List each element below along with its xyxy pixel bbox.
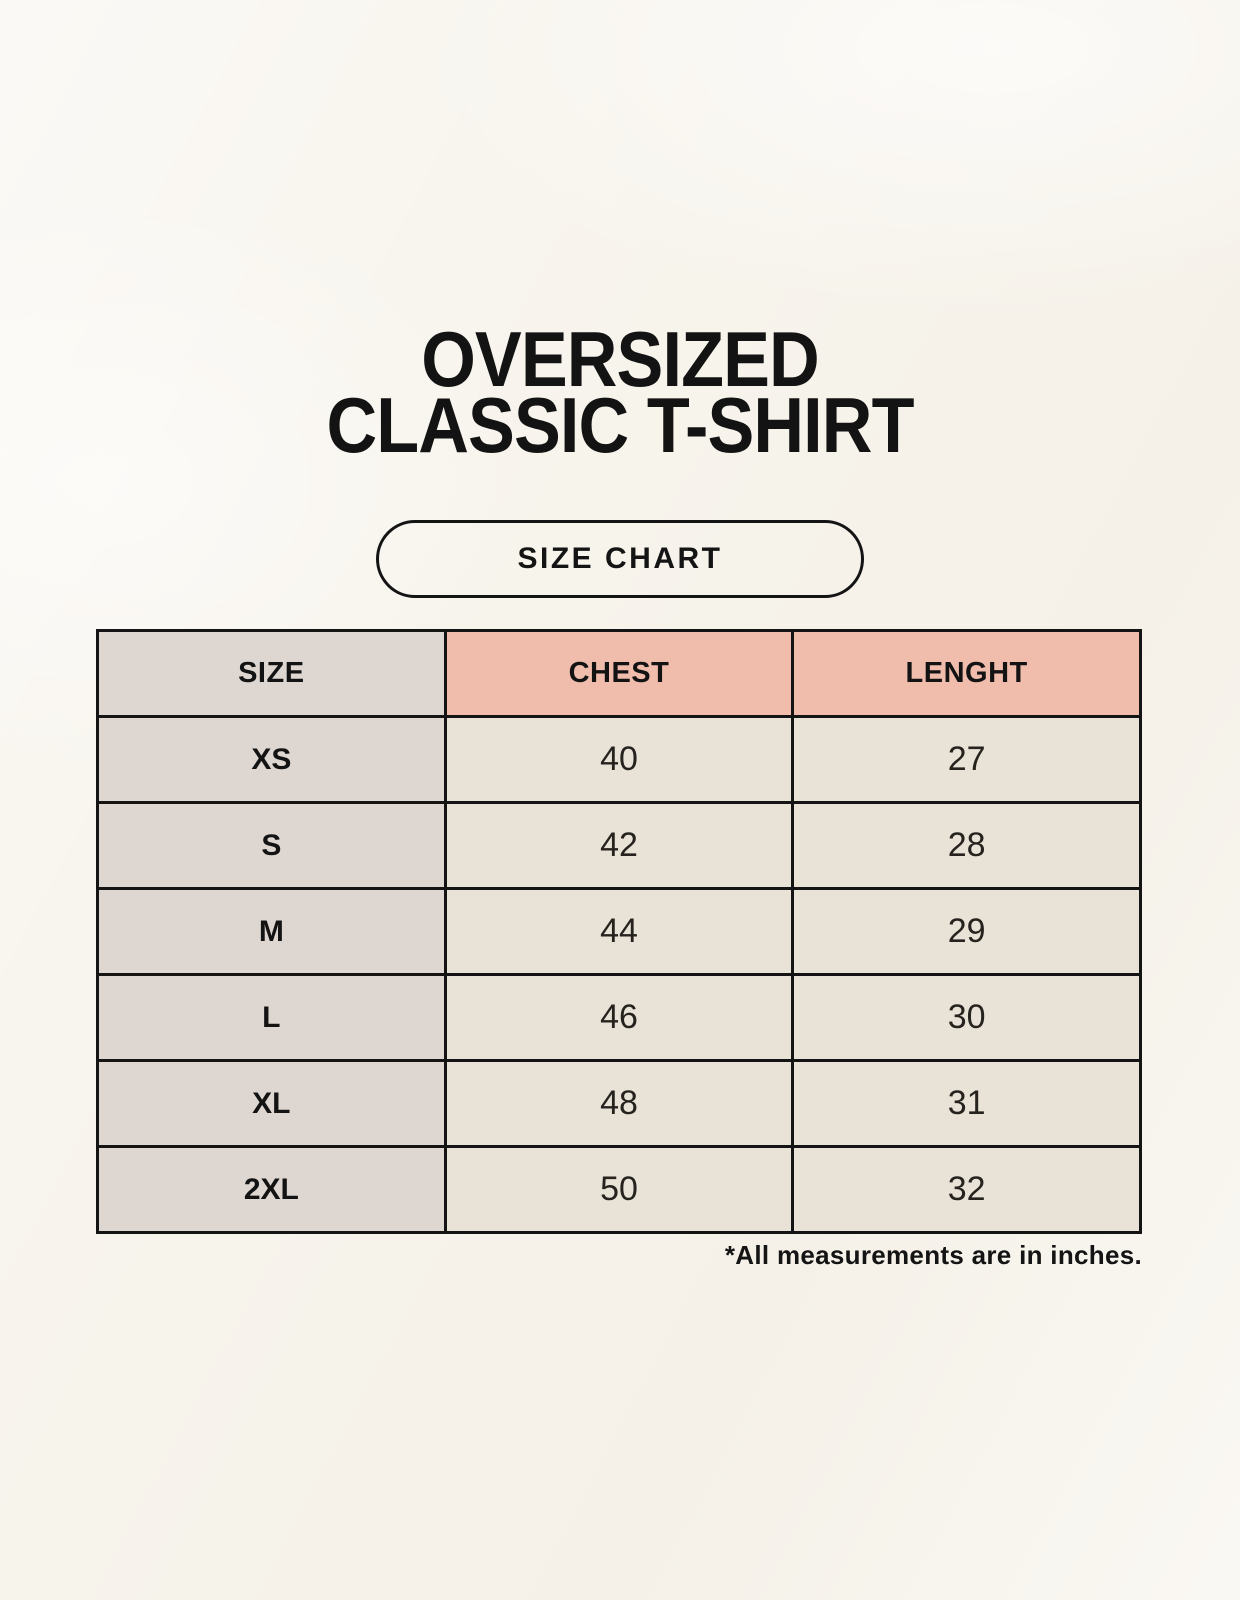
chest-cell: 40 bbox=[443, 715, 795, 804]
length-cell: 32 bbox=[791, 1145, 1142, 1234]
measurements-footnote: *All measurements are in inches. bbox=[724, 1240, 1142, 1270]
column-header-length: LENGHT bbox=[791, 629, 1142, 718]
table-row: S 42 28 bbox=[96, 801, 1142, 890]
chest-cell: 50 bbox=[443, 1145, 795, 1234]
column-header-size: SIZE bbox=[96, 629, 447, 718]
chest-cell: 46 bbox=[443, 973, 795, 1062]
table-row: XL 48 31 bbox=[96, 1059, 1142, 1148]
size-cell: 2XL bbox=[96, 1145, 447, 1234]
chest-cell: 48 bbox=[443, 1059, 795, 1148]
length-cell: 29 bbox=[791, 887, 1142, 976]
table-row: 2XL 50 32 bbox=[96, 1145, 1142, 1234]
size-chart-badge: SIZE CHART bbox=[376, 520, 864, 598]
chest-cell: 42 bbox=[443, 801, 795, 890]
length-cell: 28 bbox=[791, 801, 1142, 890]
size-table: SIZE CHEST LENGHT XS 40 27 S 42 28 M 44 29 L 46 30 X… bbox=[96, 629, 1142, 1234]
size-cell: S bbox=[96, 801, 447, 890]
size-chart-badge-label: SIZE CHART bbox=[517, 542, 723, 575]
product-title: OVERSIZED CLASSIC T-SHIRT bbox=[62, 315, 1178, 469]
size-table-header: SIZE CHEST LENGHT bbox=[96, 629, 1142, 718]
table-row: M 44 29 bbox=[96, 887, 1142, 976]
table-row: L 46 30 bbox=[96, 973, 1142, 1062]
size-cell: XL bbox=[96, 1059, 447, 1148]
size-cell: L bbox=[96, 973, 447, 1062]
size-cell: M bbox=[96, 887, 447, 976]
table-row: XS 40 27 bbox=[96, 715, 1142, 804]
length-cell: 31 bbox=[791, 1059, 1142, 1148]
product-title-line2: CLASSIC T-SHIRT bbox=[326, 381, 914, 469]
product-title-line1: OVERSIZED bbox=[421, 315, 819, 403]
column-header-chest: CHEST bbox=[443, 629, 795, 718]
chest-cell: 44 bbox=[443, 887, 795, 976]
length-cell: 27 bbox=[791, 715, 1142, 804]
length-cell: 30 bbox=[791, 973, 1142, 1062]
size-table-body: XS 40 27 S 42 28 M 44 29 L 46 30 XL 48 31 2XL 50 32 bbox=[96, 715, 1142, 1234]
size-cell: XS bbox=[96, 715, 447, 804]
header-row: SIZE CHEST LENGHT bbox=[96, 629, 1142, 718]
